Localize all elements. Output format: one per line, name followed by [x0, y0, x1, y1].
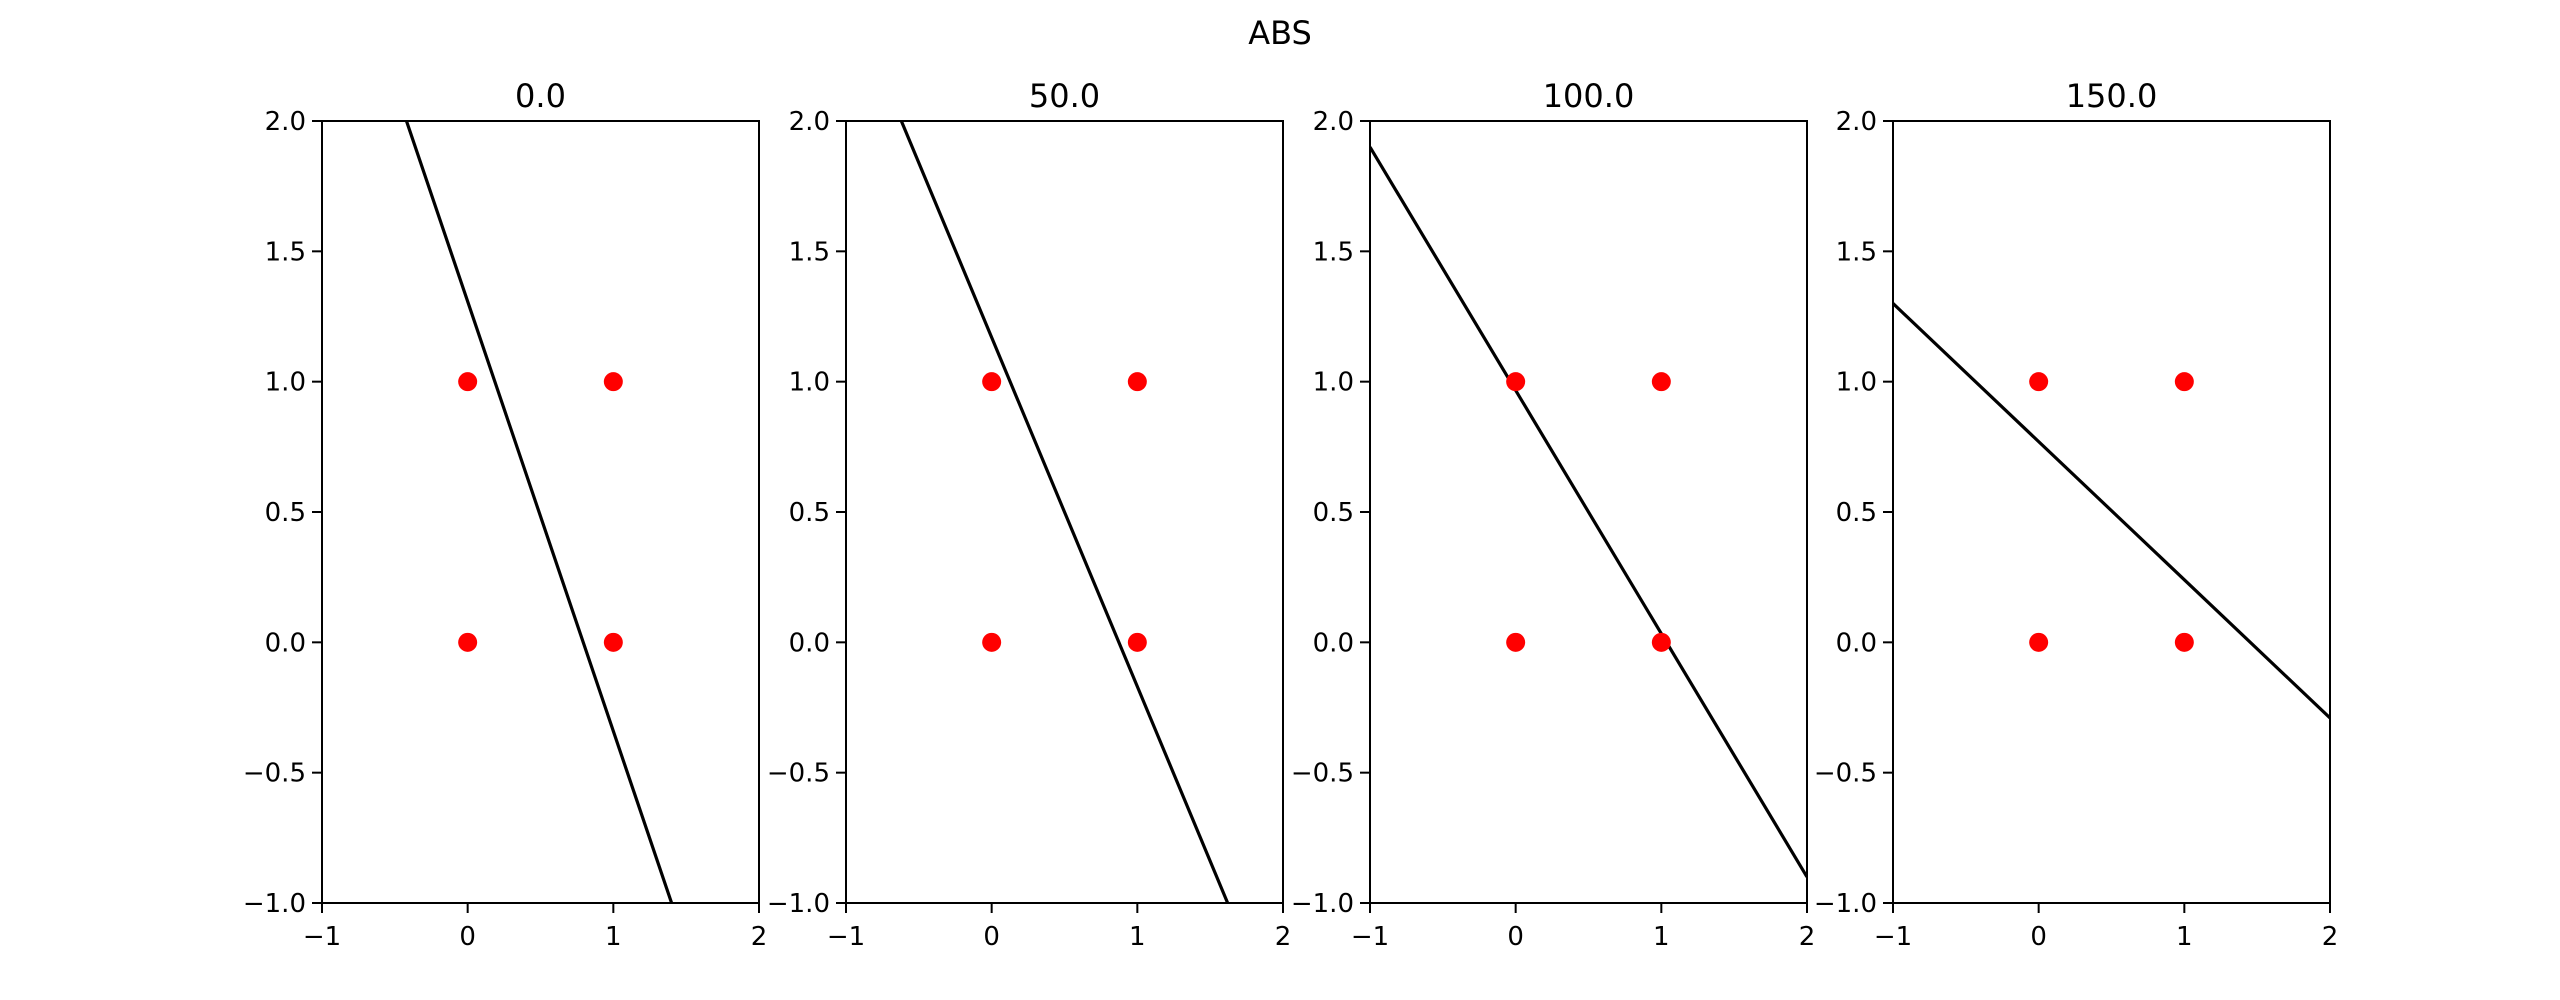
y-tick-label: 1.0 — [789, 368, 830, 398]
x-tick-label: −1 — [1351, 922, 1389, 952]
figure-suptitle: ABS — [1248, 14, 1312, 52]
y-tick-label: 1.0 — [1836, 368, 1877, 398]
y-tick-label: 0.5 — [789, 498, 830, 528]
x-tick-label: 0 — [983, 922, 1000, 952]
data-point-3 — [1651, 372, 1671, 392]
y-tick-label: 2.0 — [1836, 107, 1877, 137]
x-tick-label: 1 — [2176, 922, 2193, 952]
y-tick-label: −0.5 — [1291, 759, 1354, 789]
y-tick-label: 0.5 — [265, 498, 306, 528]
y-tick-label: 0.5 — [1836, 498, 1877, 528]
y-tick-label: −0.5 — [243, 759, 306, 789]
y-tick-label: 2.0 — [265, 107, 306, 137]
subplot-title: 50.0 — [1029, 77, 1100, 115]
x-tick-label: 1 — [1129, 922, 1146, 952]
data-point-1 — [2029, 372, 2049, 392]
decision-line — [404, 121, 674, 903]
y-tick-label: 1.0 — [265, 368, 306, 398]
y-tick-label: 0.0 — [1836, 628, 1877, 658]
data-point-2 — [1651, 632, 1671, 652]
data-point-1 — [982, 372, 1002, 392]
y-tick-label: 0.0 — [789, 628, 830, 658]
subplot-title: 100.0 — [1543, 77, 1635, 115]
x-tick-label: 2 — [751, 922, 768, 952]
y-tick-label: −1.0 — [767, 889, 830, 919]
x-tick-label: −1 — [1874, 922, 1912, 952]
y-tick-label: 0.0 — [265, 628, 306, 658]
y-tick-label: 1.0 — [1313, 368, 1354, 398]
decision-line — [899, 121, 1230, 903]
data-point-3 — [603, 372, 623, 392]
subplot-title: 0.0 — [515, 77, 566, 115]
y-tick-label: 1.5 — [265, 237, 306, 267]
data-point-0 — [982, 632, 1002, 652]
x-tick-label: 2 — [1275, 922, 1292, 952]
y-tick-label: 1.5 — [1313, 237, 1354, 267]
subplot-2: 100.0 −1 0 1 2 −1.0 −0.5 0.0 0.5 1.0 1.5 2.0 — [1291, 77, 1815, 952]
data-point-2 — [1127, 632, 1147, 652]
y-tick-label: 2.0 — [1313, 107, 1354, 137]
x-tick-label: 1 — [1653, 922, 1670, 952]
x-tick-label: 0 — [1507, 922, 1524, 952]
x-tick-label: 1 — [605, 922, 622, 952]
subplot-title: 150.0 — [2066, 77, 2158, 115]
y-tick-label: −0.5 — [767, 759, 830, 789]
subplot-0: 0.0 −1 0 1 2 −1.0 −0.5 0.0 0.5 1.0 1.5 2.0 — [243, 77, 767, 952]
data-point-3 — [1127, 372, 1147, 392]
x-tick-label: 2 — [1799, 922, 1816, 952]
decision-line — [1370, 146, 1807, 878]
y-tick-label: −1.0 — [1291, 889, 1354, 919]
y-tick-label: 0.0 — [1313, 628, 1354, 658]
y-tick-label: −0.5 — [1814, 759, 1877, 789]
data-point-2 — [2174, 632, 2194, 652]
y-tick-label: −1.0 — [1814, 889, 1877, 919]
x-tick-label: −1 — [303, 922, 341, 952]
data-point-0 — [2029, 632, 2049, 652]
data-point-2 — [603, 632, 623, 652]
subplots: 0.0−1 0 1 2−1.0−0.50.00.51.01.52.050.0−1 0 1 2… — [243, 77, 2338, 952]
x-tick-label: 0 — [459, 922, 476, 952]
x-tick-label: 2 — [2322, 922, 2339, 952]
data-point-0 — [458, 632, 478, 652]
x-tick-label: −1 — [827, 922, 865, 952]
y-tick-label: −1.0 — [243, 889, 306, 919]
data-point-0 — [1506, 632, 1526, 652]
y-tick-label: 0.5 — [1313, 498, 1354, 528]
subplot-1: 50.0 −1 0 1 2 −1.0 −0.5 0.0 0.5 1.0 1.5 2.0 — [767, 77, 1291, 952]
data-point-1 — [1506, 372, 1526, 392]
y-tick-label: 1.5 — [1836, 237, 1877, 267]
subplot-3: 150.0 −1 0 1 2 −1.0 −0.5 0.0 0.5 1.0 1.5 2.0 — [1814, 77, 2338, 952]
y-tick-label: 1.5 — [789, 237, 830, 267]
x-tick-label: 0 — [2030, 922, 2047, 952]
decision-line — [1893, 302, 2330, 720]
data-point-3 — [2174, 372, 2194, 392]
y-tick-label: 2.0 — [789, 107, 830, 137]
data-point-1 — [458, 372, 478, 392]
